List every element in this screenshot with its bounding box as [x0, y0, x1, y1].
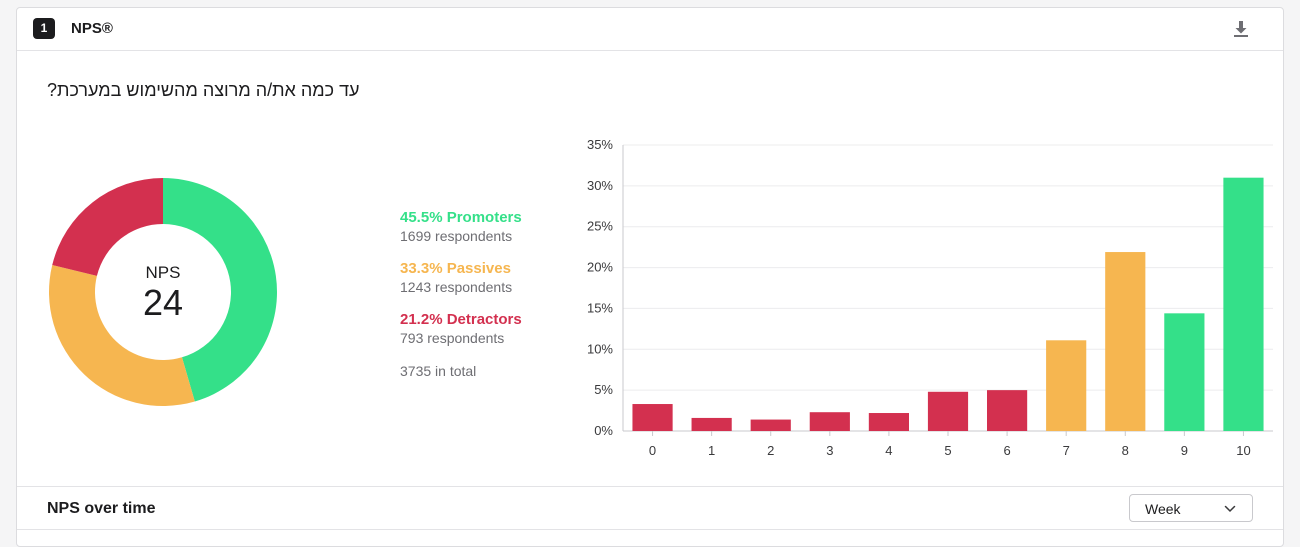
- x-tick-label: 2: [767, 443, 774, 458]
- nps-over-time-header: NPS over time Week: [17, 486, 1283, 530]
- promoters-respondents: 1699 respondents: [400, 228, 513, 244]
- y-tick-label: 10%: [587, 341, 613, 356]
- question-number-badge: 1: [33, 18, 55, 39]
- legend-passives: 33.3% Passives 1243 respondents: [400, 259, 522, 296]
- nps-breakdown-legend: 45.5% Promoters 1699 respondents 33.3% P…: [400, 208, 522, 379]
- nps-score-label: NPS: [145, 263, 181, 282]
- x-tick-label: 6: [1003, 443, 1010, 458]
- card-header: 1 NPS®: [17, 8, 1283, 51]
- y-tick-label: 20%: [587, 260, 613, 275]
- y-tick-label: 30%: [587, 178, 613, 193]
- nps-score-value: 24: [142, 282, 184, 323]
- x-tick-label: 0: [649, 443, 656, 458]
- x-tick-label: 9: [1181, 443, 1188, 458]
- bar-score-6: [987, 390, 1028, 431]
- legend-detractors: 21.2% Detractors 793 respondents: [400, 310, 522, 347]
- donut-segment-passives: [49, 265, 195, 406]
- bar-score-1: [691, 417, 732, 431]
- section-title: NPS over time: [47, 500, 156, 517]
- donut-segment-detractors: [52, 178, 164, 276]
- bar-score-5: [927, 391, 969, 431]
- bar-score-7: [1046, 340, 1087, 431]
- period-select[interactable]: Week: [1129, 494, 1253, 522]
- download-button[interactable]: [1231, 19, 1251, 39]
- bar-score-9: [1164, 313, 1205, 431]
- x-tick-label: 10: [1236, 443, 1250, 458]
- donut-segment-promoters: [163, 178, 278, 402]
- promoters-label: 45.5% Promoters: [400, 209, 522, 226]
- bar-score-4: [868, 413, 909, 431]
- question-type-title: NPS®: [71, 20, 113, 37]
- chevron-down-icon: [1224, 505, 1236, 513]
- passives-respondents: 1243 respondents: [400, 279, 513, 295]
- legend-promoters: 45.5% Promoters 1699 respondents: [400, 208, 522, 245]
- bar-score-3: [809, 412, 850, 431]
- bar-score-10: [1223, 177, 1264, 431]
- y-tick-label: 0%: [594, 423, 613, 438]
- x-tick-label: 7: [1063, 443, 1070, 458]
- x-tick-label: 4: [885, 443, 892, 458]
- x-tick-label: 8: [1122, 443, 1129, 458]
- bar-score-0: [632, 404, 673, 431]
- y-tick-label: 15%: [587, 300, 613, 315]
- bar-score-2: [750, 419, 791, 431]
- question-text: עד כמה את/ה מרוצה מהשימוש במערכת?: [47, 80, 360, 100]
- detractors-respondents: 793 respondents: [400, 330, 505, 346]
- nps-question-card: 1 NPS® עד כמה את/ה מרוצה מהשימוש במערכת?…: [16, 7, 1284, 547]
- passives-label: 33.3% Passives: [400, 260, 511, 277]
- respondents-total: 3735 in total: [400, 363, 477, 379]
- detractors-label: 21.2% Detractors: [400, 311, 522, 328]
- period-selected-value: Week: [1145, 501, 1181, 517]
- y-tick-label: 35%: [587, 137, 613, 152]
- download-icon: [1234, 21, 1248, 37]
- x-tick-label: 5: [944, 443, 951, 458]
- y-tick-label: 25%: [587, 219, 613, 234]
- x-tick-label: 1: [708, 443, 715, 458]
- bar-score-8: [1105, 252, 1146, 431]
- x-tick-label: 3: [826, 443, 833, 458]
- nps-donut-chart: [48, 177, 278, 407]
- score-distribution-chart: 0% 5% 10% 15% 20% 25% 30% 35% 0 1 2 3 4 5 6 7 8 9 10: [537, 126, 1277, 461]
- y-tick-label: 5%: [594, 382, 613, 397]
